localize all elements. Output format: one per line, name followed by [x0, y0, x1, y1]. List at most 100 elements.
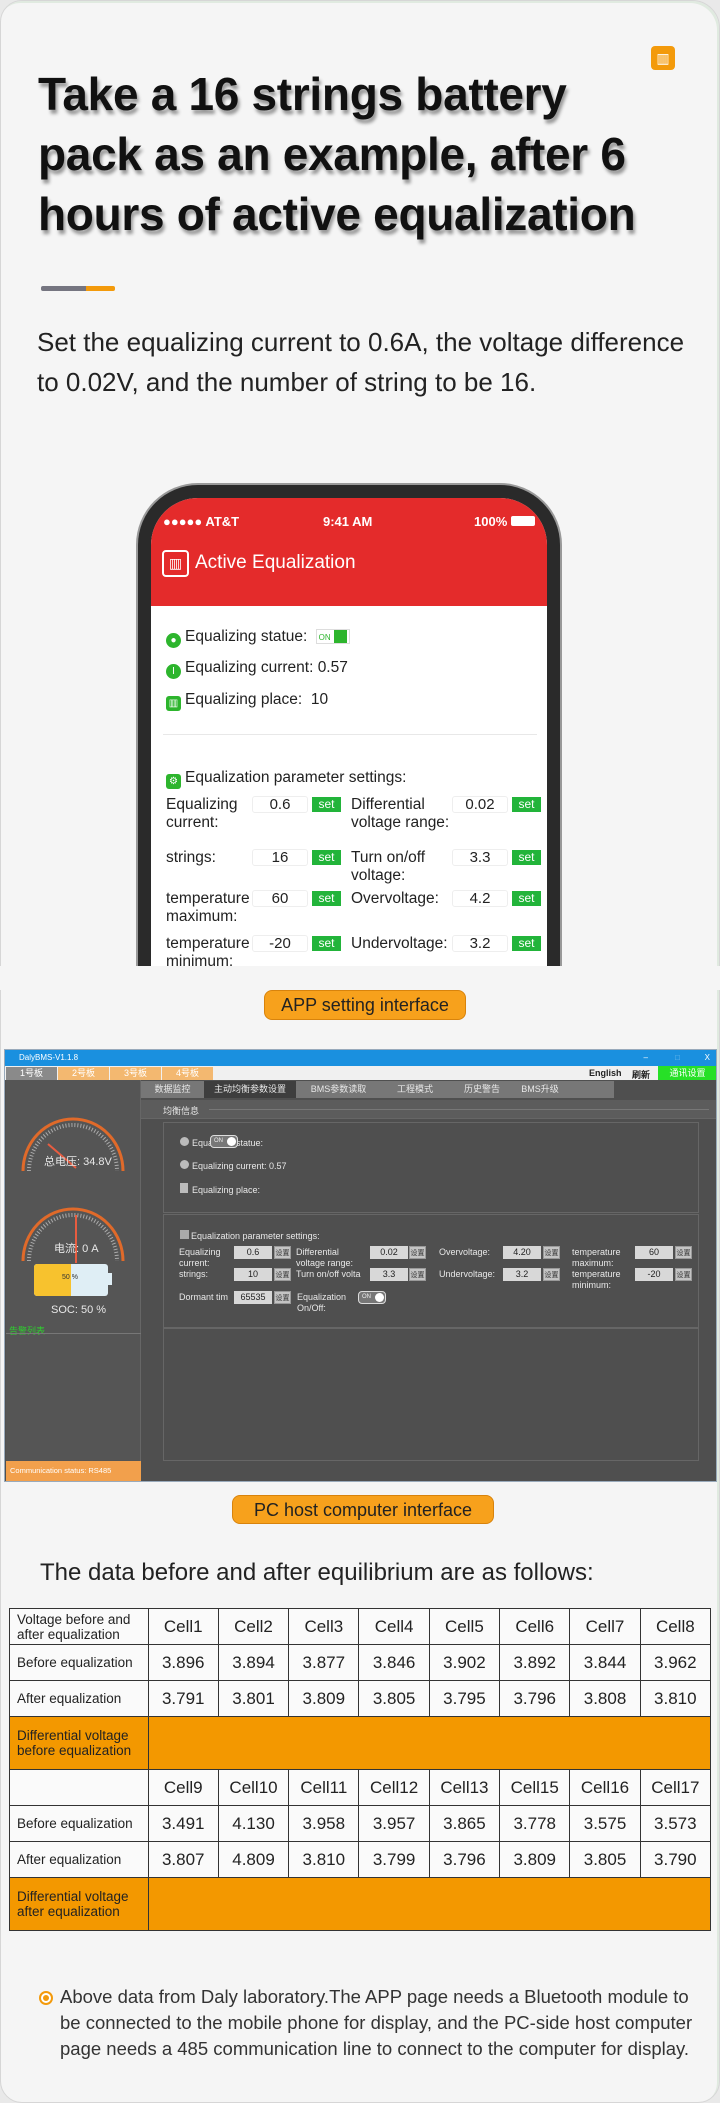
param-input[interactable]: 3.2 — [452, 935, 508, 952]
param-label: Undervoltage: — [439, 1269, 496, 1279]
current-value: 0.57 — [317, 659, 348, 676]
table-cell: Cell1 — [147, 1608, 219, 1645]
gauges — [21, 1117, 125, 1263]
table-cell: Cell8 — [639, 1608, 712, 1645]
voltage-gauge-ticks — [27, 1123, 119, 1172]
param-input[interactable]: 10 — [234, 1268, 272, 1281]
status-icon: ● — [166, 633, 181, 648]
tab[interactable]: BMS升级 — [521, 1084, 559, 1094]
param-input[interactable]: 4.20 — [503, 1246, 541, 1259]
set-button[interactable]: 设置 — [274, 1268, 291, 1281]
param-input[interactable]: -20 — [635, 1268, 673, 1281]
intro-text: Set the equalizing current to 0.6A, the … — [37, 327, 685, 397]
set-button[interactable]: 设置 — [675, 1268, 692, 1281]
set-button[interactable]: set — [512, 891, 541, 906]
set-button[interactable]: set — [512, 850, 541, 865]
statue-toggle[interactable]: ON — [315, 629, 350, 644]
param-input[interactable]: 60 — [252, 890, 308, 907]
param-label: temperature maximum: — [166, 890, 250, 925]
table-cell: 3.805 — [358, 1680, 430, 1717]
table-cell: 3.790 — [639, 1841, 712, 1878]
set-button[interactable]: set — [312, 850, 341, 865]
table-cell: Cell16 — [569, 1769, 641, 1806]
eq-onoff-toggle[interactable]: ON — [358, 1291, 386, 1304]
set-button[interactable]: set — [312, 936, 341, 951]
dormant-input[interactable]: 65535 — [234, 1291, 272, 1304]
tab[interactable]: 数据监控 — [154, 1084, 191, 1094]
refresh-button[interactable]: 刷新 — [632, 1070, 651, 1080]
table-cell: 3.810 — [288, 1841, 360, 1878]
tab[interactable]: 主动均衡参数设置 — [204, 1081, 296, 1098]
param-input[interactable]: 60 — [635, 1246, 673, 1259]
row-label: Differential voltage before equalization — [9, 1716, 149, 1770]
current-label: Equalizing current: — [185, 659, 314, 676]
total-voltage: 总电压: 34.8V — [44, 1156, 112, 1168]
param-input[interactable]: 0.6 — [252, 796, 308, 813]
param-input[interactable]: 4.2 — [452, 890, 508, 907]
table-cell: 3.809 — [499, 1841, 571, 1878]
table-cell: 3.796 — [428, 1841, 501, 1878]
phone-mockup: ●●●●● AT&T 9:41 AM 100% ▥ Active Equaliz… — [138, 485, 560, 985]
soc-readout: SOC: 50 % — [51, 1304, 107, 1316]
table-cell: 3.809 — [288, 1680, 360, 1717]
table-cell: 4.809 — [217, 1841, 290, 1878]
board-tab[interactable]: 1号板 — [6, 1067, 57, 1080]
param-label: Equalizing current: — [179, 1247, 221, 1268]
section-header: 均衡信息 — [141, 1100, 716, 1119]
board-tab[interactable]: 3号板 — [110, 1067, 161, 1080]
board-tab[interactable]: 2号板 — [58, 1067, 109, 1080]
table-row: After equalization 3.807 4.809 3.810 3.799 3.… — [9, 1841, 712, 1878]
param-input[interactable]: 3.3 — [370, 1268, 408, 1281]
param-input[interactable]: 3.2 — [503, 1268, 541, 1281]
tab[interactable]: 工程模式 — [396, 1084, 433, 1094]
table-cell: Cell7 — [569, 1608, 641, 1645]
set-button[interactable]: set — [312, 797, 341, 812]
dormant-set-button[interactable]: 设置 — [274, 1291, 291, 1304]
param-input[interactable]: 0.02 — [370, 1246, 408, 1259]
english-button[interactable]: English — [589, 1068, 622, 1078]
comm-settings-button[interactable]: 通讯设置 — [658, 1066, 716, 1080]
battery-tip — [108, 1273, 112, 1285]
window-titlebar: DalyBMS-V1.1.8 – □ X — [5, 1050, 716, 1066]
param-label: Undervoltage: — [351, 935, 448, 952]
param-input[interactable]: 16 — [252, 849, 308, 866]
table-cell: Cell6 — [499, 1608, 571, 1645]
param-label: Overvoltage: — [439, 1247, 491, 1257]
table-cell: Cell2 — [217, 1608, 290, 1645]
set-button[interactable]: set — [312, 891, 341, 906]
voltage-gauge-arc — [21, 1117, 125, 1172]
diff-row: Differential voltage before equalization — [9, 1716, 712, 1770]
voltage-table: Voltage before and after equalization Cel… — [9, 1608, 712, 1931]
set-button[interactable]: 设置 — [543, 1268, 560, 1281]
close-button[interactable]: X — [704, 1053, 710, 1062]
current-readout: 电流: 0 A — [54, 1243, 99, 1255]
set-button[interactable]: 设置 — [409, 1246, 426, 1259]
statue-toggle[interactable]: ON — [210, 1135, 238, 1148]
dormant-label: Dormant tim — [179, 1292, 229, 1302]
app-title: Active Equalization — [195, 552, 356, 573]
tab[interactable]: BMS参数读取 — [310, 1084, 367, 1094]
table-cell: Cell3 — [288, 1608, 360, 1645]
table-cell: Cell5 — [428, 1608, 501, 1645]
set-button[interactable]: 设置 — [675, 1246, 692, 1259]
set-button[interactable]: set — [512, 936, 541, 951]
param-label: strings: — [179, 1269, 209, 1279]
table-cell: 3.795 — [428, 1680, 501, 1717]
set-button[interactable]: 设置 — [543, 1246, 560, 1259]
table-cell: 3.799 — [358, 1841, 430, 1878]
maximize-button[interactable]: □ — [675, 1053, 680, 1062]
set-button[interactable]: set — [512, 797, 541, 812]
set-button[interactable]: 设置 — [274, 1246, 291, 1259]
tab[interactable]: 历史警告 — [463, 1084, 500, 1094]
minimize-button[interactable]: – — [643, 1053, 648, 1062]
table-cell: Cell11 — [288, 1769, 360, 1806]
set-button[interactable]: 设置 — [409, 1268, 426, 1281]
param-input[interactable]: 0.6 — [234, 1246, 272, 1259]
pc-caption: PC host computer interface — [232, 1495, 494, 1524]
current-gauge-arc — [21, 1207, 125, 1262]
table-cell: 3.805 — [569, 1841, 641, 1878]
board-tab[interactable]: 4号板 — [162, 1067, 213, 1080]
param-input[interactable]: 3.3 — [452, 849, 508, 866]
param-input[interactable]: 0.02 — [452, 796, 508, 813]
param-input[interactable]: -20 — [252, 935, 308, 952]
